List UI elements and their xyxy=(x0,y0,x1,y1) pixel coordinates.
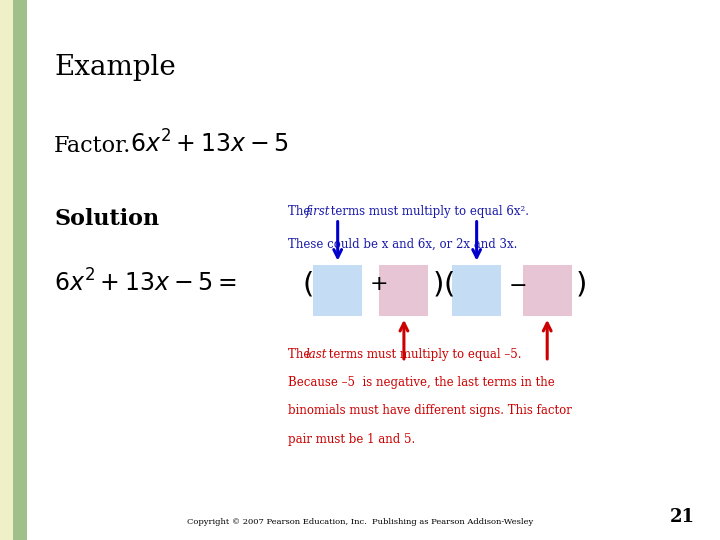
Text: These could be x and 6x, or 2x and 3x.: These could be x and 6x, or 2x and 3x. xyxy=(288,238,518,251)
Text: The: The xyxy=(288,205,314,218)
Text: first: first xyxy=(305,205,330,218)
Bar xyxy=(0,0,22,540)
Text: $($: $($ xyxy=(302,269,313,298)
Text: 21: 21 xyxy=(670,509,695,526)
Text: Solution: Solution xyxy=(54,208,159,230)
Text: Copyright © 2007 Pearson Education, Inc.  Publishing as Pearson Addison-Wesley: Copyright © 2007 Pearson Education, Inc.… xyxy=(187,518,533,526)
Text: $+$: $+$ xyxy=(369,273,387,294)
Text: Because –5  is negative, the last terms in the: Because –5 is negative, the last terms i… xyxy=(288,376,554,389)
Text: Factor.: Factor. xyxy=(54,135,131,157)
Text: $)$: $)$ xyxy=(575,269,585,298)
Text: $-$: $-$ xyxy=(508,273,526,294)
Bar xyxy=(452,265,501,316)
Text: Example: Example xyxy=(54,54,176,81)
Text: pair must be 1 and 5.: pair must be 1 and 5. xyxy=(288,433,415,446)
Bar xyxy=(379,265,428,316)
Bar xyxy=(313,265,362,316)
Text: $)($: $)($ xyxy=(432,269,454,298)
Text: terms must multiply to equal –5.: terms must multiply to equal –5. xyxy=(325,348,522,361)
Bar xyxy=(13,0,27,540)
Text: binomials must have different signs. This factor: binomials must have different signs. Thi… xyxy=(288,404,572,417)
Text: terms must multiply to equal 6x².: terms must multiply to equal 6x². xyxy=(327,205,529,218)
Text: $6x^2+13x-5=$: $6x^2+13x-5=$ xyxy=(54,270,236,297)
Bar xyxy=(523,265,572,316)
Text: $6x^2+13x-5$: $6x^2+13x-5$ xyxy=(130,131,288,158)
Text: last: last xyxy=(305,348,327,361)
Text: The: The xyxy=(288,348,314,361)
